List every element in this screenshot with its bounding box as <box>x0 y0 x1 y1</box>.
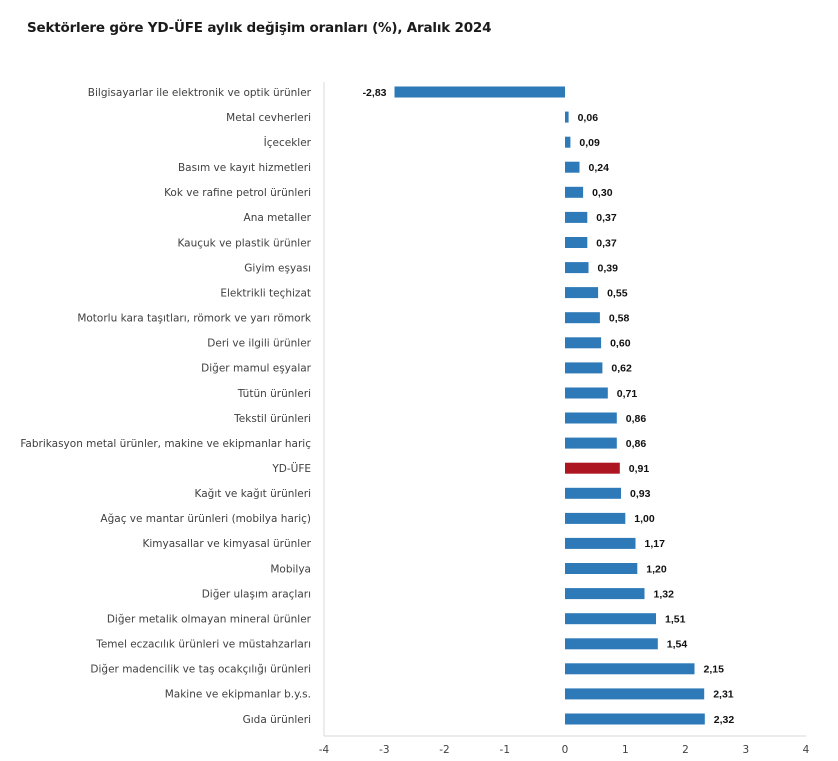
x-tick-label: -4 <box>319 744 330 756</box>
bar <box>565 512 626 524</box>
category-label: Kauçuk ve plastik ürünler <box>177 237 311 249</box>
value-label: 0,62 <box>611 363 632 375</box>
bar <box>565 437 617 449</box>
value-label: 0,24 <box>589 162 610 174</box>
bar <box>565 688 705 700</box>
category-labels: Bilgisayarlar ile elektronik ve optik ür… <box>20 87 312 726</box>
category-label: Motorlu kara taşıtları, römork ve yarı r… <box>77 313 312 325</box>
x-tick-labels: -4 -3 -2 -1 0 1 2 3 4 <box>319 744 810 756</box>
bar <box>565 362 603 374</box>
category-label: Temel eczacılık ürünleri ve müstahzarlar… <box>95 639 311 651</box>
bar <box>565 287 599 299</box>
value-label: 0,93 <box>630 488 651 500</box>
category-label: YD-ÜFE <box>271 462 311 475</box>
value-label: 0,37 <box>596 237 617 249</box>
category-label: Kağıt ve kağıt ürünleri <box>195 488 311 500</box>
x-tick-label: 1 <box>622 744 629 756</box>
bar <box>565 537 636 549</box>
category-label: Diğer mamul eşyalar <box>201 363 312 375</box>
value-label: 0,30 <box>592 187 613 199</box>
bar <box>565 237 588 248</box>
bar <box>565 186 584 198</box>
x-tick-label: 3 <box>742 744 749 756</box>
value-label: 0,58 <box>609 313 630 325</box>
category-label: Diğer ulaşım araçları <box>202 588 311 600</box>
value-label: 0,06 <box>578 112 599 124</box>
value-label: 2,15 <box>704 664 725 676</box>
value-label: 1,32 <box>654 588 675 600</box>
category-label: Ana metaller <box>244 212 312 224</box>
x-tick-label: 0 <box>562 744 569 756</box>
x-tick-label: 2 <box>682 744 689 756</box>
value-label: 0,86 <box>626 413 647 425</box>
bar <box>565 663 695 675</box>
bar <box>565 111 569 123</box>
x-tick-label: -3 <box>379 744 389 756</box>
bar <box>565 136 571 148</box>
value-label: 2,31 <box>713 689 734 701</box>
value-label: 1,00 <box>634 513 655 525</box>
bar <box>565 387 608 399</box>
bar <box>565 312 600 324</box>
category-label: Gıda ürünleri <box>243 714 311 726</box>
bar <box>565 588 645 600</box>
category-label: Diğer metalik olmayan mineral ürünler <box>107 614 312 626</box>
bar <box>565 638 658 650</box>
category-label: Deri ve ilgili ürünler <box>207 338 311 350</box>
chart-title: Sektörlere göre YD-ÜFE aylık değişim ora… <box>27 20 492 36</box>
value-label: 0,60 <box>610 338 631 350</box>
category-label: Fabrikasyon metal ürünler, makine ve eki… <box>20 438 311 450</box>
value-label: 0,91 <box>629 463 650 475</box>
value-label: 1,54 <box>667 639 688 651</box>
value-label: 2,32 <box>714 714 735 726</box>
bar <box>565 211 588 223</box>
value-label: 0,55 <box>607 287 628 299</box>
category-label: Tekstil ürünleri <box>233 413 311 425</box>
bar <box>565 161 580 173</box>
x-tick-label: -2 <box>439 744 449 756</box>
category-label: Tütün ürünleri <box>237 388 311 400</box>
x-tick-label: 4 <box>803 744 810 756</box>
value-label: 0,09 <box>579 137 600 149</box>
bar <box>565 262 589 274</box>
bar <box>565 563 638 574</box>
bar <box>565 337 602 349</box>
category-label: Basım ve kayıt hizmetleri <box>178 162 311 174</box>
category-label: İçecekler <box>264 136 312 149</box>
value-label: -2,83 <box>363 87 387 99</box>
category-label: Metal cevherleri <box>226 112 311 124</box>
category-label: Kok ve rafine petrol ürünleri <box>164 187 311 199</box>
bar <box>565 613 656 625</box>
bar <box>565 713 705 725</box>
category-label: Giyim eşyası <box>244 262 311 274</box>
value-label: 1,17 <box>645 538 666 550</box>
value-labels: -2,83 0,06 0,09 0,24 0,30 0,37 0,37 0,39 0,55 0,5… <box>363 87 735 726</box>
category-label: Mobilya <box>270 563 311 575</box>
category-label: Makine ve ekipmanlar b.y.s. <box>165 689 311 701</box>
value-label: 0,39 <box>598 262 619 274</box>
bar <box>565 412 617 424</box>
category-label: Kimyasallar ve kimyasal ürünler <box>142 538 311 550</box>
category-label: Bilgisayarlar ile elektronik ve optik ür… <box>88 87 312 99</box>
bar-highlight <box>565 462 620 474</box>
value-label: 0,86 <box>626 438 647 450</box>
axes <box>323 82 806 737</box>
value-label: 1,51 <box>665 614 686 626</box>
category-label: Ağaç ve mantar ürünleri (mobilya hariç) <box>100 513 311 525</box>
bars <box>394 86 705 725</box>
value-label: 0,37 <box>596 212 617 224</box>
bar <box>394 86 565 98</box>
value-label: 0,71 <box>617 388 638 400</box>
x-tick-label: -1 <box>500 744 510 756</box>
category-label: Elektrikli teçhizat <box>220 287 311 299</box>
bar <box>565 487 621 499</box>
value-label: 1,20 <box>646 563 667 575</box>
category-label: Diğer madencilik ve taş ocakçılığı ürünl… <box>90 664 311 676</box>
